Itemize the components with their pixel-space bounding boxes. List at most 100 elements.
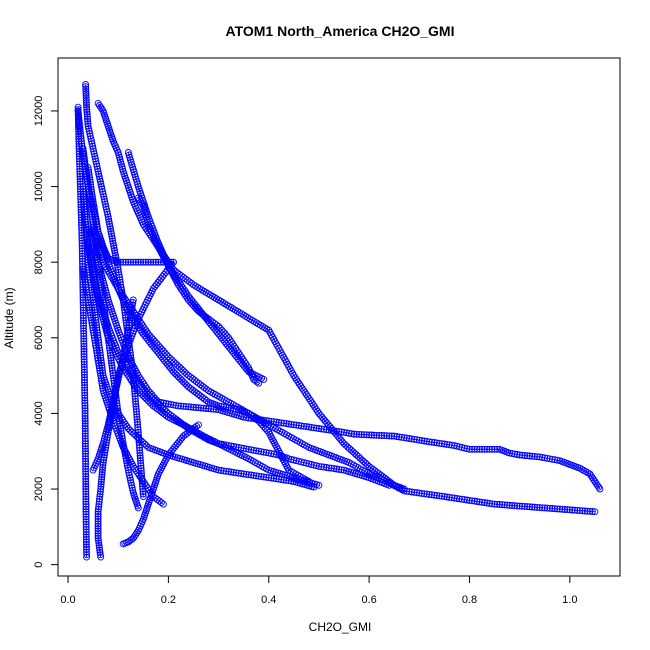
data-point (129, 299, 137, 306)
data-point (82, 523, 90, 531)
data-point (440, 440, 448, 448)
data-point (227, 404, 235, 412)
data-point (103, 208, 111, 216)
data-point (91, 339, 99, 347)
data-point (82, 87, 90, 95)
data-point (287, 455, 295, 463)
data-point (80, 345, 88, 353)
data-point (212, 405, 220, 413)
data-point (179, 366, 187, 374)
data-point (282, 476, 290, 484)
data-point (83, 113, 91, 121)
data-point (105, 418, 113, 426)
data-point (82, 467, 90, 475)
data-point (85, 301, 93, 309)
data-point (78, 234, 86, 242)
data-point (302, 459, 310, 467)
data-point (81, 404, 89, 412)
data-point (126, 474, 134, 482)
x-tick-label: 0.8 (462, 594, 477, 606)
data-point (118, 360, 126, 368)
data-point (393, 433, 401, 440)
data-point (80, 371, 88, 379)
data-point (481, 445, 488, 453)
data-point (245, 471, 253, 479)
data-point (128, 481, 136, 489)
data-point (96, 548, 104, 556)
data-point (260, 375, 268, 383)
data-point (78, 255, 86, 263)
data-point (139, 258, 147, 266)
data-point (127, 311, 135, 319)
data-point (80, 152, 88, 160)
data-point (83, 248, 91, 256)
data-point (518, 502, 526, 510)
data-point (83, 110, 91, 118)
data-point (109, 239, 117, 247)
data-point (496, 501, 504, 508)
data-point (455, 443, 463, 451)
data-point (253, 416, 261, 423)
data-point (546, 504, 554, 512)
data-point (81, 430, 89, 438)
data-point (98, 377, 105, 385)
data-point (103, 321, 110, 329)
data-point (82, 286, 90, 294)
data-point (124, 326, 132, 334)
data-point (81, 160, 89, 168)
data-point (108, 359, 115, 367)
data-point (571, 506, 579, 514)
data-point (81, 437, 89, 445)
data-point (81, 381, 89, 389)
data-point (333, 465, 340, 473)
data-point (292, 421, 300, 429)
data-point (82, 455, 89, 463)
data-point (272, 475, 280, 483)
data-point (193, 422, 201, 430)
data-point (320, 425, 328, 433)
data-point (476, 498, 483, 506)
data-point (124, 425, 132, 432)
data-point (95, 266, 103, 274)
data-point (317, 463, 325, 471)
data-point (235, 443, 243, 451)
data-point (202, 405, 210, 412)
data-point (97, 180, 105, 188)
data-point (131, 395, 139, 403)
data-point (86, 309, 94, 317)
data-point (335, 465, 343, 473)
data-point (488, 500, 496, 508)
data-point (81, 389, 89, 397)
data-point (245, 445, 253, 453)
data-point (81, 157, 89, 165)
data-point (83, 103, 91, 111)
data-point (100, 195, 108, 203)
data-point (80, 337, 88, 345)
data-point (92, 241, 100, 248)
data-point (179, 402, 187, 410)
data-point (408, 435, 416, 443)
data-point (83, 175, 91, 183)
data-point (166, 354, 174, 362)
data-point (80, 324, 88, 332)
data-point (125, 324, 133, 332)
data-point (98, 185, 106, 193)
data-point (114, 266, 122, 274)
data-point (80, 268, 87, 276)
data-point (82, 495, 90, 503)
data-point (81, 415, 89, 422)
data-point (133, 433, 141, 441)
data-point (83, 551, 91, 559)
data-point (82, 541, 90, 548)
data-point (220, 467, 228, 475)
data-point (255, 417, 263, 425)
data-point (438, 440, 446, 448)
data-point (77, 193, 85, 201)
data-point (96, 369, 104, 377)
data-point (82, 513, 90, 521)
data-point (159, 500, 167, 508)
data-point (107, 354, 115, 362)
data-point (167, 400, 175, 408)
data-point (430, 491, 438, 499)
data-point (83, 106, 91, 113)
